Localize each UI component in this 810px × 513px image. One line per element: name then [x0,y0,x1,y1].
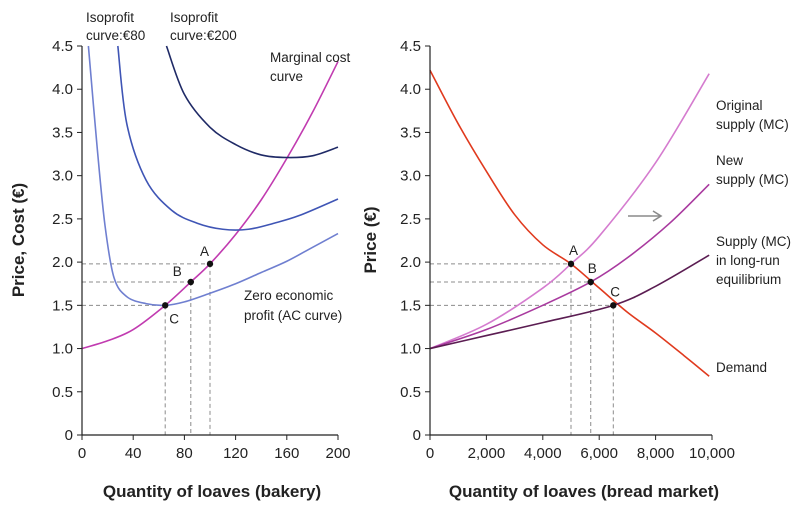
ac-curve-label: Zero economic [244,288,334,303]
point-b [187,278,194,286]
x-tick-label: 8,000 [637,445,675,462]
x-axis-title: Quantity of loaves (bread market) [449,482,719,501]
y-tick-label: 1.0 [400,341,421,358]
point-label-c: C [610,284,620,299]
original-supply-label: supply (MC) [716,117,789,132]
y-tick-label: 0.5 [400,384,421,401]
isoprofit-80-label: curve:€80 [86,28,145,43]
point-label-a: A [569,243,578,258]
point-label-c: C [169,311,179,326]
marginal-cost-label: Marginal cost [270,50,351,65]
y-tick-label: 2.5 [400,211,421,228]
x-tick-label: 160 [274,445,299,462]
x-tick-label: 120 [223,445,248,462]
point-label-b: B [588,261,597,276]
new-supply-label: New [716,153,743,168]
y-tick-label: 2.5 [52,211,73,228]
y-axis-title: Price, Cost (€) [9,183,28,297]
y-axis-ticks: 0 0.5 1.0 1.5 2.0 2.5 3.0 3.5 4.0 4.5 [400,38,430,444]
x-tick-label: 40 [125,445,142,462]
guide-lines [430,263,614,435]
new-supply-label: supply (MC) [716,172,789,187]
guide-lines [82,263,211,435]
y-tick-label: 4.5 [52,38,73,55]
x-tick-label: 6,000 [580,445,618,462]
y-tick-label: 4.5 [400,38,421,55]
long-run-supply-label: equilibrium [716,272,781,287]
equilibrium-points: ABC [567,243,620,309]
y-tick-label: 0 [413,427,421,444]
curve-zero-economic-profit-ac-curve- [87,45,339,307]
ac-curve-label: profit (AC curve) [244,308,342,323]
curve-isoprofit-curve-80 [117,45,339,231]
curve-demand [429,69,710,377]
x-axis-title: Quantity of loaves (bakery) [103,482,321,501]
x-axis-ticks: 0 40 80 120 160 200 [78,435,351,462]
y-tick-label: 3.5 [52,124,73,141]
shift-arrow-icon [628,210,663,222]
y-tick-label: 0.5 [52,384,73,401]
y-tick-label: 4.0 [400,81,421,98]
curve-isoprofit-curve-200 [165,45,339,159]
x-tick-label: 200 [325,445,350,462]
y-tick-label: 3.0 [52,168,73,185]
y-axis-ticks: 0 0.5 1.0 1.5 2.0 2.5 3.0 3.5 4.0 4.5 [52,38,82,444]
x-tick-label: 10,000 [689,445,735,462]
equilibrium-points: A B C [162,244,214,326]
y-tick-label: 1.5 [400,297,421,314]
market-chart: 0 0.5 1.0 1.5 2.0 2.5 3.0 3.5 4.0 4.5 0 2,000 4,000… [361,38,791,501]
y-tick-label: 2.0 [400,254,421,271]
isoprofit-200-label: curve:€200 [170,28,237,43]
y-tick-label: 2.0 [52,254,73,271]
demand-label: Demand [716,360,767,375]
curve-supply-mc-in-long-run-equilibrium [429,254,710,350]
point-label-b: B [173,264,182,279]
y-tick-label: 3.0 [400,168,421,185]
isoprofit-200-label: Isoprofit [170,10,218,25]
isoprofit-80-label: Isoprofit [86,10,134,25]
y-tick-label: 4.0 [52,81,73,98]
marginal-cost-label: curve [270,69,303,84]
y-tick-label: 0 [65,427,73,444]
long-run-supply-label: Supply (MC) [716,234,791,249]
x-tick-label: 4,000 [524,445,562,462]
y-tick-label: 1.5 [52,297,73,314]
x-tick-label: 0 [78,445,86,462]
original-supply-label: Original [716,98,763,113]
point-b [587,278,594,286]
point-label-a: A [200,244,209,259]
curve-original-supply-mc- [429,73,710,350]
y-tick-label: 3.5 [400,124,421,141]
y-tick-label: 1.0 [52,341,73,358]
point-c [610,302,617,309]
curves [429,69,710,377]
x-axis-ticks: 0 2,000 4,000 6,000 8,000 10,000 [426,435,735,462]
long-run-supply-label: in long-run [716,253,780,268]
point-a [567,260,575,268]
x-tick-label: 0 [426,445,434,462]
bakery-chart: 0 0.5 1.0 1.5 2.0 2.5 3.0 3.5 4.0 4.5 0 40 80 120 160… [9,10,351,501]
y-axis-title: Price (€) [361,206,380,273]
x-tick-label: 2,000 [468,445,506,462]
x-tick-label: 80 [176,445,193,462]
point-a [206,260,214,268]
point-c [162,302,169,309]
curves [81,45,339,350]
